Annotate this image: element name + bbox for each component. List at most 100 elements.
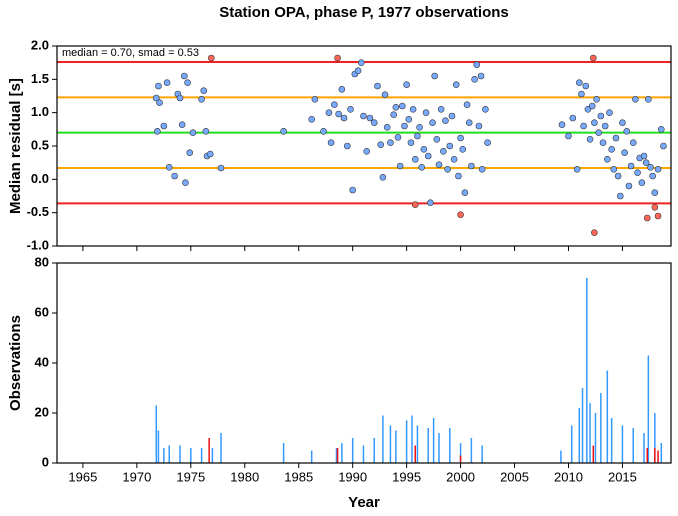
- data-point: [612, 134, 620, 142]
- bar: [341, 443, 343, 463]
- data-point: [616, 192, 624, 200]
- data-point: [586, 136, 594, 143]
- data-point: [558, 121, 566, 128]
- data-point: [422, 109, 430, 116]
- data-point: [182, 179, 189, 186]
- chart-title: Station OPA, phase P, 1977 observations: [219, 4, 509, 21]
- data-point: [433, 136, 441, 143]
- data-point: [181, 72, 188, 80]
- data-point: [176, 94, 184, 102]
- y-axis-label: Observations: [7, 315, 24, 411]
- data-point: [629, 139, 637, 146]
- data-point: [642, 159, 650, 166]
- data-point: [625, 182, 633, 190]
- bar: [647, 355, 650, 463]
- data-point: [597, 112, 605, 120]
- data-point: [657, 126, 665, 133]
- data-point: [588, 102, 596, 110]
- bar: [416, 425, 419, 463]
- y-tick-label: 60: [35, 304, 49, 319]
- bar: [646, 448, 649, 463]
- data-point: [478, 166, 486, 173]
- x-tick-label: 1970: [122, 469, 151, 484]
- bar: [282, 443, 285, 463]
- data-point: [444, 166, 451, 173]
- x-tick-label: 1985: [284, 469, 313, 484]
- data-point: [614, 172, 622, 180]
- data-point: [632, 96, 639, 103]
- bar: [589, 403, 591, 463]
- data-point: [418, 164, 426, 171]
- data-point: [202, 128, 210, 135]
- data-point: [394, 134, 402, 141]
- data-point: [578, 90, 585, 98]
- data-point: [381, 91, 389, 98]
- bar: [459, 455, 462, 463]
- bar: [336, 448, 339, 463]
- data-point: [189, 129, 197, 136]
- bar: [362, 445, 365, 463]
- bar: [411, 415, 413, 463]
- data-point: [414, 132, 421, 140]
- data-point: [399, 102, 406, 110]
- data-point: [475, 122, 483, 130]
- data-point: [184, 79, 191, 86]
- data-point: [647, 164, 654, 171]
- x-tick-label: 2005: [500, 469, 529, 484]
- data-point: [463, 101, 471, 108]
- bar: [481, 445, 483, 463]
- x-tick-label: 2010: [554, 469, 583, 484]
- data-point: [392, 104, 400, 111]
- data-point: [155, 82, 162, 90]
- data-point: [654, 166, 662, 173]
- data-point: [349, 186, 356, 194]
- data-point: [654, 212, 662, 220]
- bar: [432, 418, 435, 463]
- data-point: [390, 111, 397, 118]
- data-point: [340, 114, 348, 122]
- data-point: [638, 179, 646, 186]
- data-point: [409, 106, 417, 113]
- data-point: [645, 96, 652, 103]
- x-tick-label: 1965: [68, 469, 97, 484]
- data-point: [482, 106, 489, 113]
- y-tick-label: 20: [35, 404, 49, 419]
- bar: [310, 450, 313, 463]
- bar: [351, 438, 354, 463]
- data-point: [354, 67, 362, 74]
- data-point: [473, 61, 481, 68]
- data-point: [198, 96, 205, 103]
- data-point: [461, 189, 469, 196]
- bar: [643, 433, 645, 463]
- data-point: [477, 72, 485, 80]
- bar: [578, 408, 581, 463]
- data-point: [623, 128, 631, 135]
- data-point: [591, 229, 598, 236]
- data-point: [468, 162, 475, 170]
- bar: [208, 438, 210, 463]
- data-point: [370, 119, 378, 126]
- data-point: [582, 82, 590, 90]
- bar: [168, 445, 170, 463]
- data-point: [584, 106, 592, 113]
- data-point: [217, 164, 225, 172]
- data-point: [152, 94, 160, 102]
- y-tick-label: 80: [35, 254, 49, 269]
- data-point: [405, 116, 413, 123]
- data-point: [435, 161, 443, 168]
- bar: [586, 278, 588, 463]
- bar: [570, 425, 573, 463]
- bar: [459, 443, 462, 463]
- bar: [382, 415, 384, 463]
- data-point: [338, 86, 346, 93]
- data-point: [431, 72, 438, 80]
- bar: [581, 388, 584, 463]
- bar: [405, 420, 408, 463]
- data-point: [335, 110, 342, 118]
- data-point: [379, 174, 387, 181]
- data-point: [327, 139, 335, 146]
- data-point: [450, 156, 458, 163]
- x-tick-label: 1980: [230, 469, 259, 484]
- bar: [632, 428, 634, 463]
- x-tick-label: 1975: [176, 469, 205, 484]
